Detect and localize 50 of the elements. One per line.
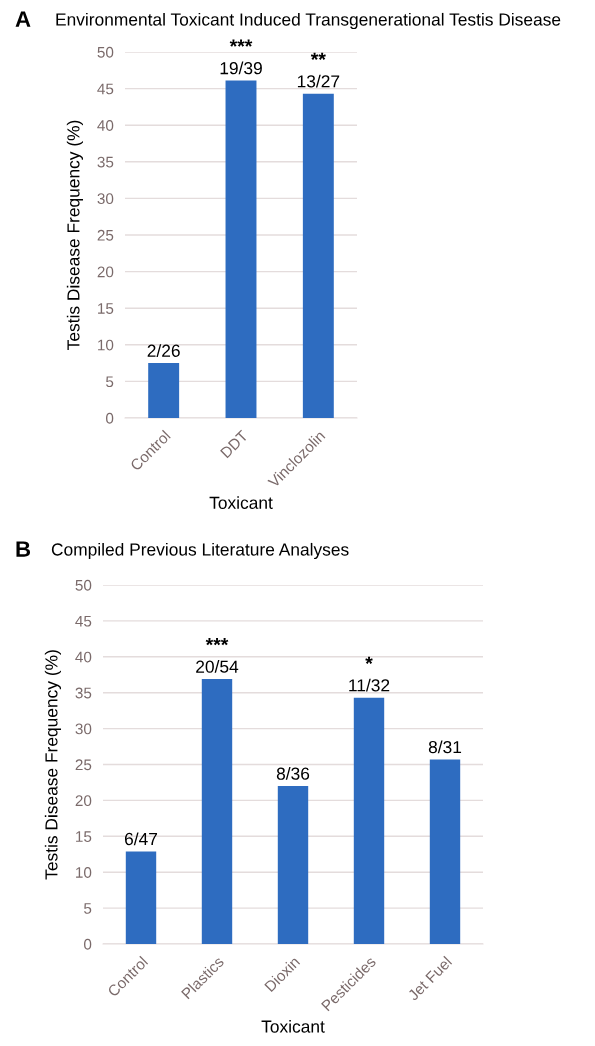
x-axis-title: Toxicant	[261, 1019, 325, 1033]
bar	[277, 786, 309, 944]
x-axis-title: Toxicant	[209, 496, 273, 509]
annotation: *	[365, 656, 373, 664]
bar	[353, 697, 385, 944]
y-tick-label: 5	[106, 376, 114, 388]
annotation: ***	[205, 638, 229, 646]
y-tick-label: 35	[75, 687, 92, 699]
y-axis-title: Testis Disease Frequency (%)	[44, 650, 62, 880]
data-label: 6/47	[124, 832, 158, 846]
y-tick-label: 0	[105, 412, 114, 424]
bar	[148, 363, 180, 418]
y-tick-label: 40	[75, 651, 92, 663]
y-tick-label: 50	[75, 579, 92, 591]
bar	[429, 759, 461, 944]
data-label: 20/54	[196, 660, 239, 673]
chart-title: Environmental Toxicant Induced Transgenerational Testis Disease	[56, 12, 561, 30]
chart-title: Compiled Previous Literature Analyses	[51, 542, 349, 560]
data-label: 19/39	[220, 61, 262, 75]
y-tick-label: 25	[75, 759, 92, 771]
y-tick-label: 20	[75, 795, 92, 807]
y-tick-label: 30	[97, 193, 114, 205]
y-tick-label: 10	[98, 339, 114, 351]
annotation: ***	[229, 39, 253, 47]
annotation: **	[310, 52, 326, 60]
y-tick-label: 50	[97, 46, 114, 58]
y-tick-label: 25	[97, 229, 114, 241]
y-tick-label: 10	[76, 867, 92, 878]
data-label: 8/31	[428, 740, 462, 754]
bar	[225, 80, 257, 418]
data-label: 11/32	[349, 678, 390, 692]
y-tick-label: 30	[75, 723, 92, 735]
y-tick-label: 40	[97, 120, 114, 131]
y-tick-label: 45	[97, 83, 114, 95]
y-tick-label: 15	[76, 831, 92, 842]
data-label: 2/26	[147, 344, 180, 357]
data-label: 8/36	[276, 767, 310, 780]
y-tick-label: 15	[98, 303, 114, 314]
y-axis-title: Testis Disease Frequency (%)	[66, 120, 84, 350]
data-label: 13/27	[297, 74, 340, 88]
y-tick-label: 45	[75, 615, 92, 627]
y-tick-label: 5	[84, 903, 92, 914]
y-tick-label: 35	[97, 156, 114, 168]
bar	[302, 93, 334, 418]
y-tick-label: 20	[97, 266, 114, 278]
y-tick-label: 0	[83, 938, 92, 950]
text: A	[15, 11, 31, 27]
text: B	[16, 541, 31, 557]
bar	[201, 679, 233, 944]
bar	[125, 851, 157, 944]
